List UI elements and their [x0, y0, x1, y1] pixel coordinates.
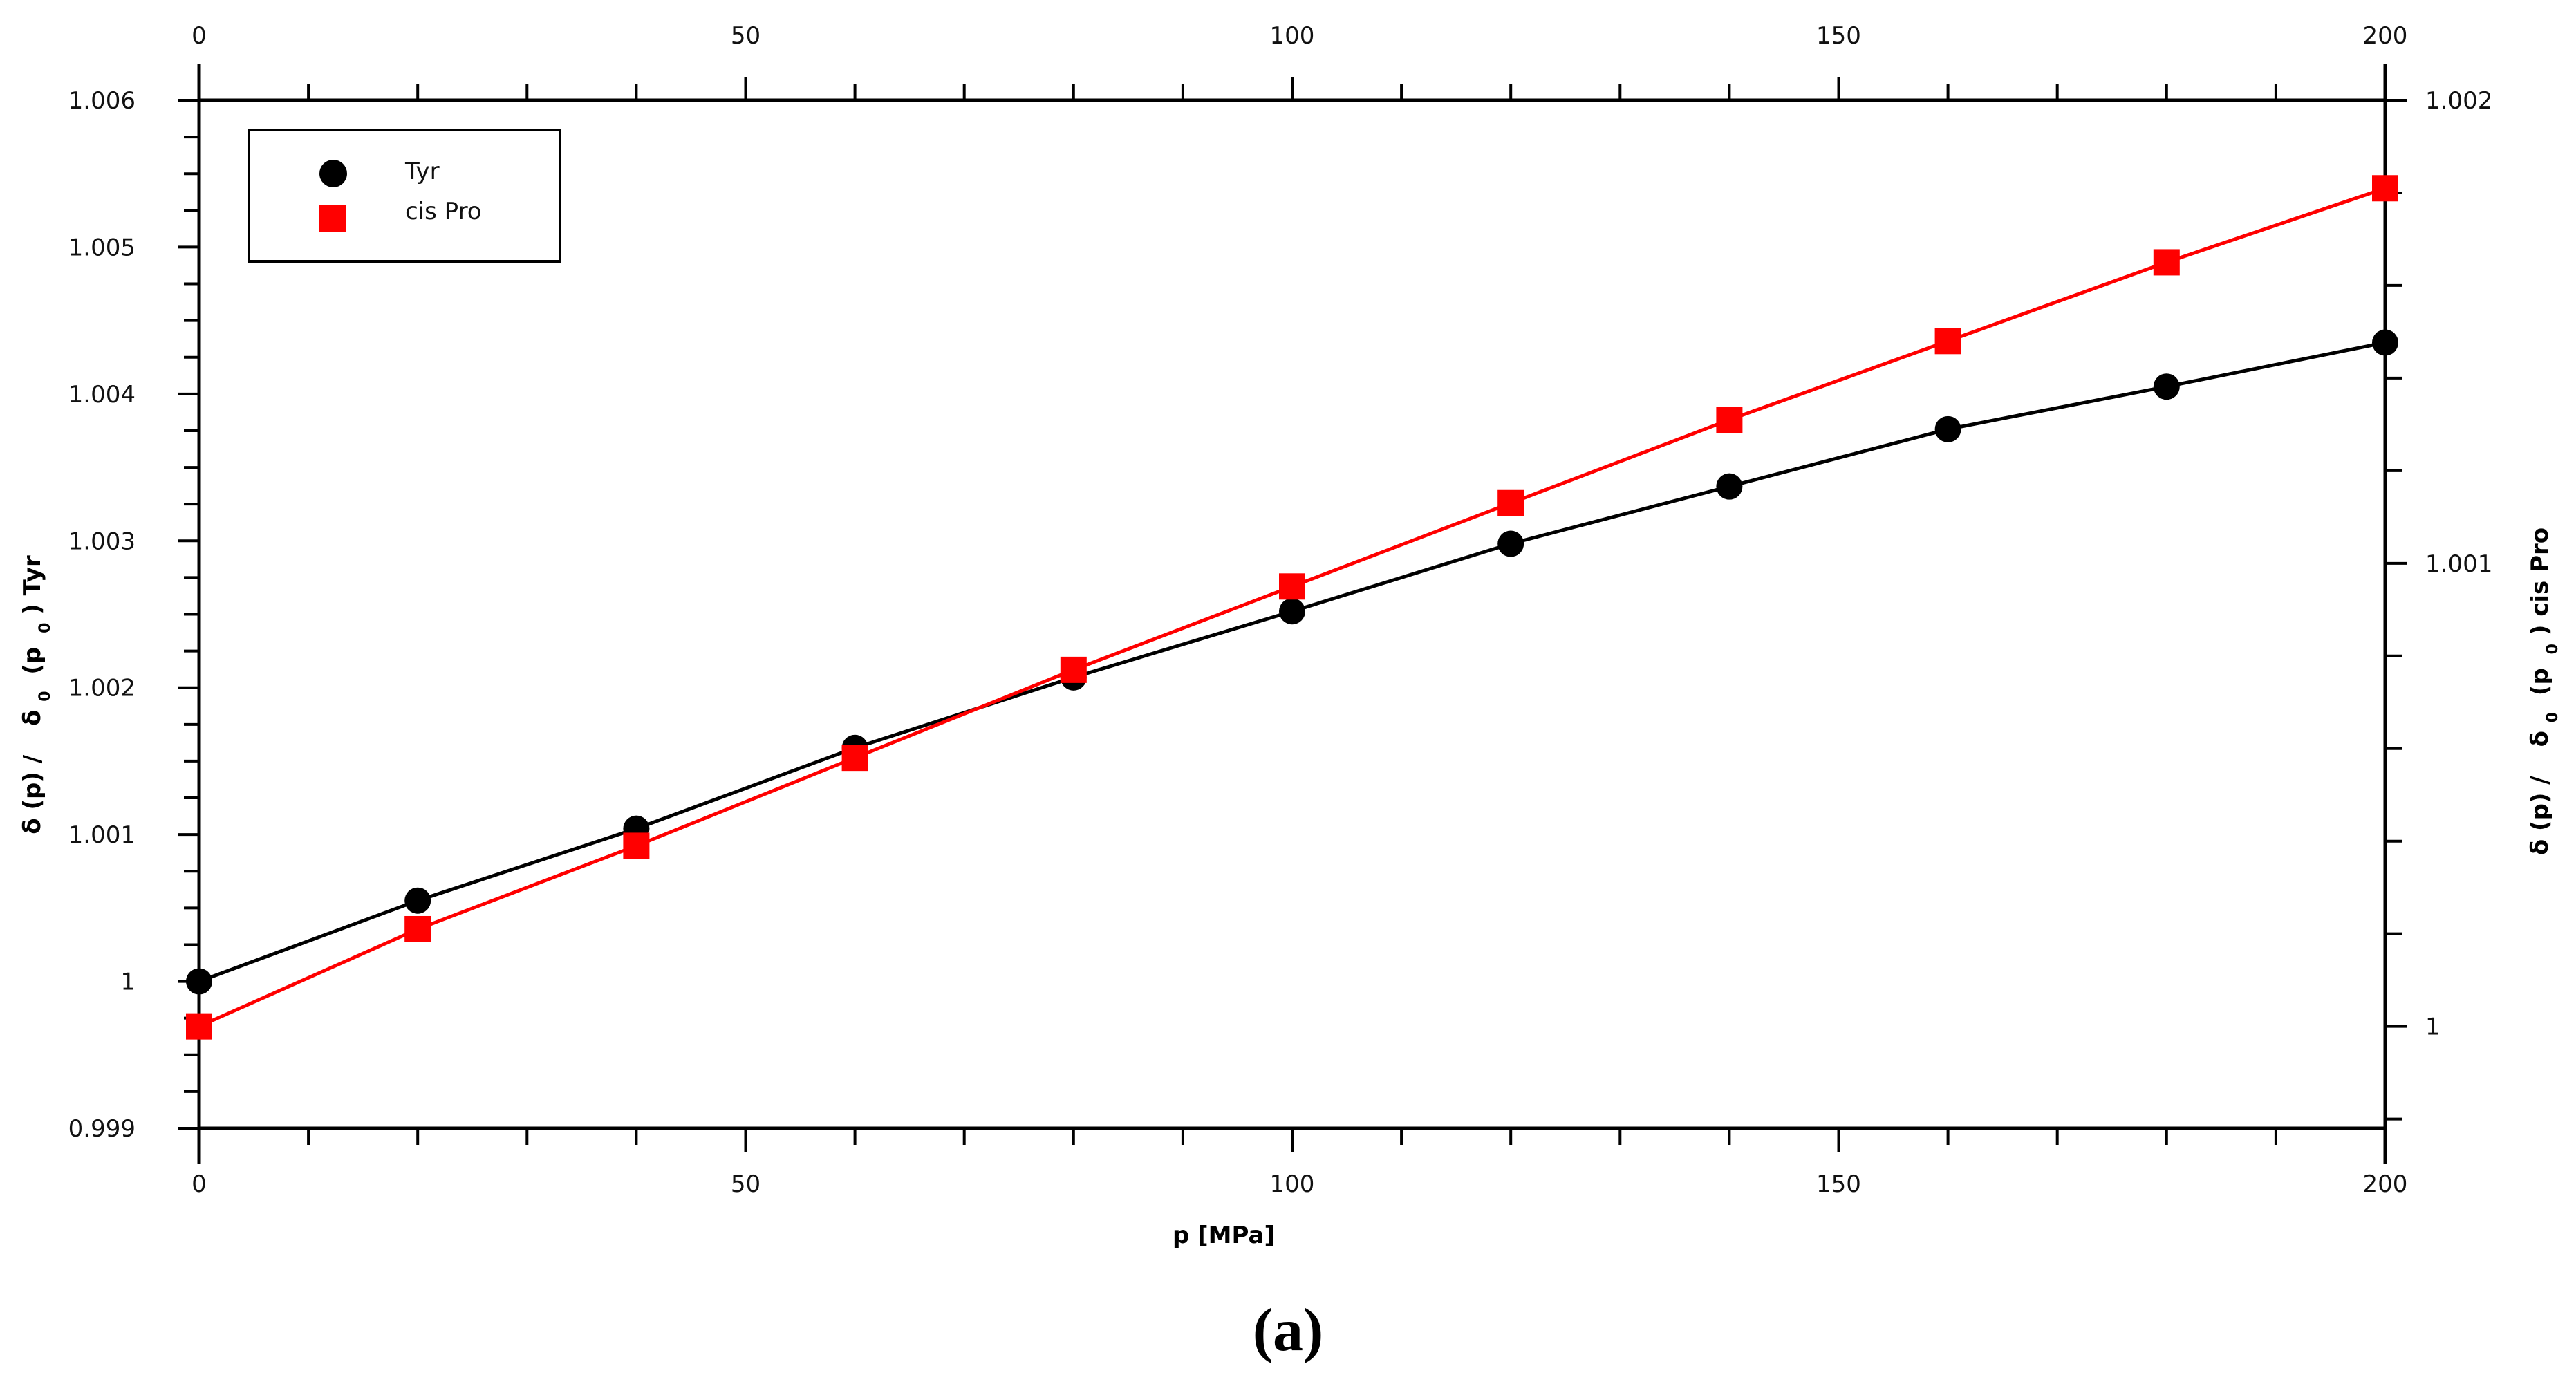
data-point — [1279, 573, 1305, 600]
y-axis-right-title: δ (p) / δ 0 (p 0 ) cis Pro — [2526, 527, 2564, 855]
axes: 0 0 50 50 100 100 150 150 200 200 0.999 1 1.001 1.002… — [68, 22, 2493, 1198]
y-left-tick-label: 1.003 — [68, 527, 136, 555]
data-point — [841, 745, 868, 772]
data-point — [186, 1013, 212, 1040]
svg-text:δ (p) / δ 0: δ (p) / δ 0 (p 0 ) cis Pro — [2526, 527, 2564, 855]
data-point — [1934, 415, 1961, 442]
y-right-tick-label: 1.002 — [2425, 87, 2492, 115]
data-point — [186, 968, 212, 995]
figure-caption: (a) — [1253, 1297, 1324, 1364]
y-left-tick-label: 1 — [120, 969, 136, 996]
x-tick-label-bottom: 0 — [192, 1170, 207, 1198]
x-tick-label-bottom: 150 — [1816, 1170, 1861, 1198]
y-right-title-part: 0 — [2544, 712, 2561, 722]
y-left-tick-label: 1.001 — [68, 821, 136, 849]
data-point — [1497, 530, 1524, 557]
legend-label-cispro: cis Pro — [405, 198, 482, 225]
data-point — [2372, 175, 2398, 202]
data-point — [1279, 598, 1305, 625]
series-layer — [186, 175, 2398, 1040]
data-point — [2153, 373, 2180, 400]
legend-marker-tyr — [319, 160, 347, 187]
x-tick-label-top: 0 — [192, 22, 207, 50]
x-tick-label-top: 50 — [731, 22, 760, 50]
y-left-title-part: 0 — [37, 691, 54, 701]
y-left-tick-label: 0.999 — [68, 1115, 136, 1143]
y-right-title-part: (p — [2526, 668, 2554, 695]
x-tick-label-top: 200 — [2363, 22, 2408, 50]
y-left-title-part: δ (p) / — [19, 754, 46, 834]
data-point — [623, 832, 650, 859]
data-point — [1716, 473, 1743, 500]
svg-text:δ (p) / δ 0: δ (p) / δ 0 (p 0 ) Tyr — [19, 555, 56, 834]
data-point — [404, 887, 431, 914]
legend: Tyr cis Pro — [248, 129, 561, 263]
y-right-title-part: 0 — [2544, 644, 2561, 654]
y-axis-left-title: δ (p) / δ 0 (p 0 ) Tyr — [19, 555, 56, 834]
y-left-title-part: δ — [19, 710, 46, 726]
data-point — [404, 915, 431, 942]
x-tick-label-top: 100 — [1270, 22, 1315, 50]
y-right-title-part: δ (p) / — [2526, 776, 2554, 855]
y-left-title-part: (p — [19, 647, 46, 675]
x-tick-label-top: 150 — [1816, 22, 1861, 50]
y-left-title-part: ) Tyr — [19, 555, 46, 615]
data-point — [2153, 249, 2180, 276]
data-point — [1497, 489, 1524, 516]
x-tick-label-bottom: 50 — [731, 1170, 760, 1198]
y-right-title-part: δ — [2526, 731, 2554, 747]
x-tick-label-bottom: 200 — [2363, 1170, 2408, 1198]
data-point — [1060, 656, 1087, 683]
y-right-tick-label: 1 — [2425, 1014, 2440, 1041]
data-point — [2372, 329, 2398, 356]
legend-marker-cispro — [319, 205, 346, 232]
y-left-title-part: 0 — [37, 623, 54, 633]
data-point — [1934, 328, 1961, 355]
y-right-tick-label: 1.001 — [2425, 550, 2492, 578]
x-axis-title: p [MPa] — [1173, 1222, 1275, 1249]
legend-label-tyr: Tyr — [404, 158, 440, 185]
y-right-title-part: ) cis Pro — [2526, 527, 2554, 635]
y-left-tick-label: 1.002 — [68, 675, 136, 702]
data-point — [1716, 407, 1743, 433]
y-left-tick-label: 1.005 — [68, 234, 136, 261]
legend-box — [248, 129, 561, 263]
y-left-tick-label: 1.006 — [68, 87, 136, 115]
x-tick-label-bottom: 100 — [1270, 1170, 1315, 1198]
y-left-tick-label: 1.004 — [68, 381, 136, 409]
